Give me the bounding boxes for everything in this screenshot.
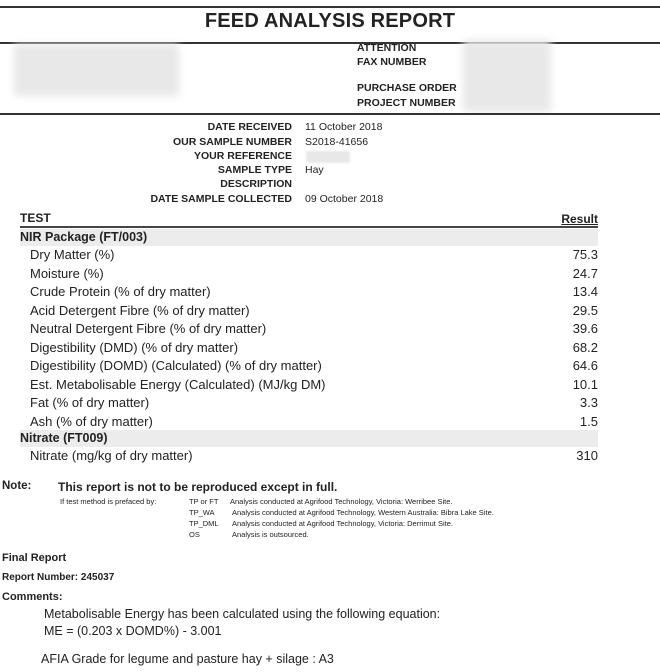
test-name: Ash (% of dry matter): [30, 413, 153, 429]
table-row: Digestibility (DMD) (% of dry matter) 68.…: [30, 339, 598, 357]
comment-line: Metabolisable Energy has been calculated…: [44, 607, 441, 621]
final-report-label: Final Report: [2, 552, 67, 564]
table-row: Digestibility (DOMD) (Calculated) (% of …: [30, 357, 598, 375]
meta-value: 11 October 2018: [305, 121, 383, 133]
table-row: Nitrate (mg/kg of dry matter) 310: [30, 447, 598, 465]
prefix-desc: Analysis conducted at Agrifood Technolog…: [232, 519, 453, 528]
note-text: This report is not to be reproduced exce…: [58, 480, 338, 494]
redacted-contact: [463, 40, 551, 112]
test-name: Fat (% of dry matter): [30, 395, 150, 410]
report-number: Report Number: 245037: [2, 572, 115, 583]
result-value: 24.7: [572, 265, 598, 281]
prefix-code: TP or FT: [189, 497, 219, 506]
project-number-label: PROJECT NUMBER: [357, 97, 456, 109]
meta-row: DATE SAMPLE COLLECTED 09 October 2018: [0, 193, 660, 207]
result-column-header: Result: [561, 212, 598, 226]
prefix-desc: Analysis conducted at Agrifood Technolog…: [232, 508, 494, 517]
prefix-code: TP_WA: [189, 508, 215, 517]
meta-value: Hay: [305, 164, 324, 176]
result-value: 75.3: [572, 247, 598, 262]
divider: [0, 6, 660, 8]
meta-label: SAMPLE TYPE: [217, 164, 292, 176]
report-title: FEED ANALYSIS REPORT: [204, 10, 456, 32]
test-name: Crude Protein (% of dry matter): [30, 284, 211, 299]
meta-row: YOUR REFERENCE: [0, 150, 660, 164]
test-name: Nitrate (mg/kg of dry matter): [30, 448, 193, 463]
prefix-desc: Analysis is outsourced.: [232, 530, 309, 539]
prefix-code: OS: [189, 530, 200, 539]
result-value: 29.5: [572, 302, 598, 318]
meta-row: SAMPLE TYPE Hay: [0, 164, 660, 178]
purchase-order-label: PURCHASE ORDER: [357, 82, 457, 94]
meta-label: DESCRIPTION: [220, 178, 292, 190]
result-value: 13.4: [572, 284, 598, 299]
test-name: Digestibility (DOMD) (Calculated) (% of …: [30, 358, 322, 373]
result-value: 1.5: [579, 413, 598, 429]
section-header: NIR Package (FT/003): [20, 229, 598, 246]
table-row: Ash (% of dry matter) 1.5: [30, 413, 598, 431]
result-value: 3.3: [579, 395, 598, 410]
meta-label: OUR SAMPLE NUMBER: [172, 136, 292, 148]
result-value: 10.1: [572, 376, 598, 392]
divider: [0, 113, 660, 115]
table-row: Dry Matter (%) 75.3: [30, 246, 598, 264]
table-row: Est. Metabolisable Energy (Calculated) (…: [30, 376, 598, 394]
redacted-reference: [306, 151, 350, 163]
divider: [0, 42, 660, 44]
prefix-code: TP_DML: [189, 519, 219, 528]
redacted-address: [14, 44, 179, 96]
meta-value: S2018-41656: [305, 136, 369, 148]
test-column-header: TEST: [20, 211, 51, 225]
meta-label: DATE RECEIVED: [207, 121, 292, 133]
table-row: Moisture (%) 24.7: [30, 265, 598, 283]
test-name: Est. Metabolisable Energy (Calculated) (…: [30, 376, 326, 392]
result-value: 310: [576, 448, 598, 463]
section-header: Nitrate (FT009): [20, 430, 598, 447]
result-value: 39.6: [572, 321, 598, 336]
attention-label: ATTENTION: [357, 42, 417, 54]
table-header: TEST Result: [20, 211, 598, 228]
test-name: Acid Detergent Fibre (% of dry matter): [30, 302, 250, 318]
note-label: Note:: [2, 480, 32, 492]
meta-row: OUR SAMPLE NUMBER S2018-41656: [0, 136, 660, 150]
test-name: Dry Matter (%): [30, 247, 115, 262]
meta-label: DATE SAMPLE COLLECTED: [150, 193, 292, 205]
table-row: Neutral Detergent Fibre (% of dry matter…: [30, 320, 598, 338]
prefix-desc: Analysis conducted at Agrifood Technolog…: [230, 497, 453, 506]
table-row: Crude Protein (% of dry matter) 13.4: [30, 283, 598, 301]
test-name: Moisture (%): [30, 265, 104, 281]
test-name: Neutral Detergent Fibre (% of dry matter…: [30, 321, 267, 336]
test-name: Digestibility (DMD) (% of dry matter): [30, 339, 239, 355]
afia-grade: AFIA Grade for legume and pasture hay + …: [41, 652, 334, 666]
table-row: Fat (% of dry matter) 3.3: [30, 394, 598, 412]
prefix-intro: If test method is prefaced by:: [60, 497, 157, 506]
result-value: 64.6: [572, 358, 598, 373]
result-value: 68.2: [572, 339, 598, 355]
meta-row: DESCRIPTION: [0, 178, 660, 192]
table-row: Acid Detergent Fibre (% of dry matter) 29…: [30, 302, 598, 320]
meta-value: 09 October 2018: [305, 193, 384, 205]
comments-label: Comments:: [2, 591, 63, 603]
meta-row: DATE RECEIVED 11 October 2018: [0, 121, 660, 135]
comment-equation: ME = (0.203 x DOMD%) - 3.001: [44, 624, 222, 638]
fax-number-label: FAX NUMBER: [357, 56, 427, 68]
meta-label: YOUR REFERENCE: [193, 150, 292, 162]
